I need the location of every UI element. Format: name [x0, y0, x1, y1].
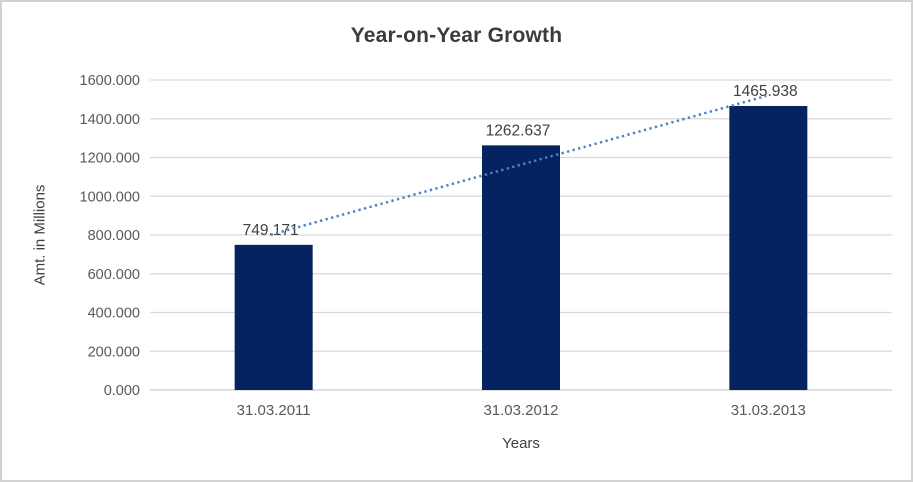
trendline[interactable] — [270, 94, 767, 237]
bar[interactable] — [234, 244, 313, 390]
data-label: 1262.637 — [486, 122, 551, 139]
bar[interactable] — [729, 105, 808, 390]
y-tick-label: 1600.000 — [80, 73, 140, 89]
y-tick-label: 400.000 — [88, 306, 140, 322]
bar[interactable] — [482, 145, 560, 390]
x-axis-title: Years — [502, 435, 540, 452]
y-tick-label: 1200.000 — [80, 151, 140, 167]
x-category-label: 31.03.2011 — [237, 402, 311, 419]
x-category-label: 31.03.2012 — [483, 402, 558, 419]
chart-title: Year-on-Year Growth — [350, 24, 563, 47]
y-tick-label: 0.000 — [104, 383, 140, 399]
y-tick-label: 1000.000 — [80, 189, 140, 205]
y-tick-label: 200.000 — [88, 344, 140, 360]
y-tick-label: 800.000 — [88, 228, 140, 244]
data-label: 749.171 — [243, 222, 299, 239]
y-tick-label: 600.000 — [88, 267, 140, 283]
y-tick-label: 1400.000 — [80, 112, 140, 128]
data-label: 1465.938 — [733, 83, 798, 100]
x-category-label: 31.03.2013 — [731, 402, 806, 419]
